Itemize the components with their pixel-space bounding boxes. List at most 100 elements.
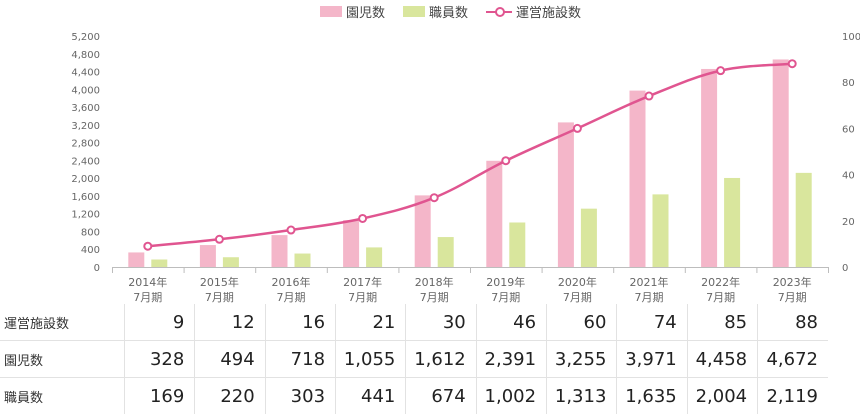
y-right-tick-label: 60 [842,124,855,135]
bar-staff [580,208,597,267]
table-cell: 1,313 [546,377,617,414]
line-path-facilities [147,62,793,248]
table-cell: 441 [335,377,406,414]
y-axis-right: 0 20 40 60 80 100 [842,32,860,274]
bar-staff [366,247,383,267]
table-row-label: 職員数 [4,390,44,406]
legend-label-facilities: 運営施設数 [516,6,582,21]
table-cell: 3,971 [616,340,688,378]
line-point-facilities [644,91,654,101]
table-row: 職員数 169 220 303 441 674 1,002 1,313 1,635 2,004 2,… [0,377,828,414]
table-cell: 220 [194,377,266,414]
table-cell: 1,612 [405,340,477,378]
table-cell: 46 [475,304,547,341]
bar-staff [151,259,168,267]
bar-series [128,59,812,268]
bar-children [414,195,431,267]
table-cell: 1,055 [335,340,406,378]
bar-children [343,220,360,267]
y-left-tick-label: 2,400 [71,156,100,167]
table-cell: 494 [194,340,266,378]
line-series-facilities [143,59,797,251]
table-cell: 2,391 [475,340,547,378]
y-axis-left: 0 400 800 1,200 1,600 2,000 2,400 2,800 3,200 3,6… [71,32,100,274]
table-cell: 85 [686,304,758,341]
y-right-tick-label: 100 [842,32,860,43]
table-cell: 303 [264,377,336,414]
bar-children [557,122,574,267]
y-right-tick-label: 80 [842,78,855,89]
line-point-facilities [572,123,582,133]
bar-children [772,59,789,267]
bar-staff [222,257,239,267]
table-cell: 1,002 [475,377,547,414]
table-cell: 674 [405,377,477,414]
table-cell: 21 [335,304,406,341]
table-cell: 3,255 [546,340,617,378]
table-cell: 1,635 [616,377,688,414]
bar-staff [437,237,454,267]
y-right-tick-label: 0 [842,263,848,274]
x-tick-label: 2020年 7月期 [558,275,597,304]
y-left-tick-label: 4,000 [71,85,100,96]
combo-chart: 04008001,2001,6002,0002,4002,8003,2003,6… [71,32,860,304]
y-left-tick-label: 4,400 [71,68,100,79]
y-left-tick-label: 3,600 [71,103,100,114]
legend-label-children: 園児数 [346,6,386,21]
y-left-tick-label: 2,800 [71,139,100,150]
y-left-tick-label: 400 [81,245,100,256]
table-cell: 30 [405,304,477,341]
table-cell: 60 [546,304,617,341]
y-right-tick-label: 20 [842,217,855,228]
x-tick-label: 2023年 7月期 [773,275,812,304]
bar-staff [509,222,526,267]
x-tick-label: 2018年 7月期 [415,275,454,304]
table-row: 運営施設数 9 12 16 21 30 46 60 74 85 88 [0,304,828,341]
y-left-tick-label: 2,000 [71,174,100,185]
table-cell: 4,672 [757,340,828,378]
legend-swatch-facilities [486,6,513,17]
legend-swatch-staff [403,6,426,17]
legend-label-staff: 職員数 [429,6,469,21]
table-cell: 328 [123,340,195,378]
line-point-facilities [501,156,511,166]
table-cell: 9 [123,304,195,341]
bar-children [271,235,288,267]
table-cell: 718 [264,340,336,378]
bar-children [199,245,216,267]
bar-staff [724,177,741,267]
table-cell: 74 [616,304,688,341]
x-tick-label: 2017年 7月期 [343,275,382,304]
y-left-tick-label: 1,200 [71,210,100,221]
y-left-tick-label: 1,600 [71,192,100,203]
line-point-facilities [143,241,153,251]
table-cell: 88 [757,304,828,341]
x-tick-label: 2015年 7月期 [200,275,239,304]
legend-item-staff: 職員数 [403,2,468,21]
legend-swatch-children [320,6,342,17]
table-cell: 12 [194,304,266,341]
y-left-tick-label: 0 [94,263,100,274]
legend-item-children: 園児数 [320,2,385,21]
table-row-label: 園児数 [0,340,125,378]
x-tick-label: 2022年 7月期 [701,275,740,304]
table-row-label: 運営施設数 [0,304,125,341]
y-left-tick-label: 800 [81,227,100,238]
bar-children [701,68,718,268]
y-left-tick-label: 5,200 [71,32,100,43]
y-left-tick-label: 4,800 [71,50,100,61]
legend-item-facilities: 運営施設数 [486,2,581,21]
table-cell: 2,119 [757,377,828,414]
bar-children [629,90,646,267]
y-left-tick-label: 3,200 [71,121,100,132]
line-point-facilities [787,59,797,69]
x-axis: 2014年 7月期 2015年 7月期 2016年 7月期 2017年 7月期 2018年 7月期… [112,267,829,304]
x-tick-label: 2014年 7月期 [128,275,167,304]
table-cell: 2,004 [686,377,758,414]
x-tick-label: 2019年 7月期 [486,275,525,304]
table-cell: 4,458 [686,340,758,378]
bar-children [486,160,503,267]
data-table: 運営施設数 9 12 16 21 30 46 60 74 85 88 園児数 328 494 718 1,05… [0,304,828,414]
bar-children [128,252,145,267]
y-right-tick-label: 40 [842,171,855,182]
